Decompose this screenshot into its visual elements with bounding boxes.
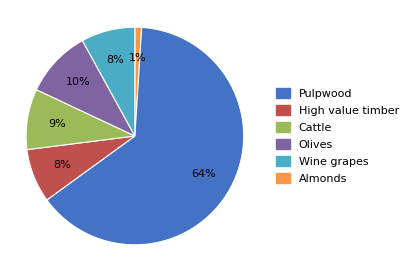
Wedge shape <box>27 136 135 200</box>
Wedge shape <box>37 41 135 136</box>
Legend: Pulpwood, High value timber, Cattle, Olives, Wine grapes, Almonds: Pulpwood, High value timber, Cattle, Oli… <box>276 88 399 184</box>
Text: 8%: 8% <box>107 55 124 65</box>
Wedge shape <box>135 27 142 136</box>
Wedge shape <box>83 27 135 136</box>
Text: 1%: 1% <box>129 53 146 63</box>
Wedge shape <box>47 27 244 245</box>
Text: 10%: 10% <box>66 77 90 87</box>
Text: 64%: 64% <box>191 169 216 179</box>
Text: 8%: 8% <box>53 160 71 170</box>
Wedge shape <box>26 90 135 150</box>
Text: 9%: 9% <box>49 119 66 129</box>
